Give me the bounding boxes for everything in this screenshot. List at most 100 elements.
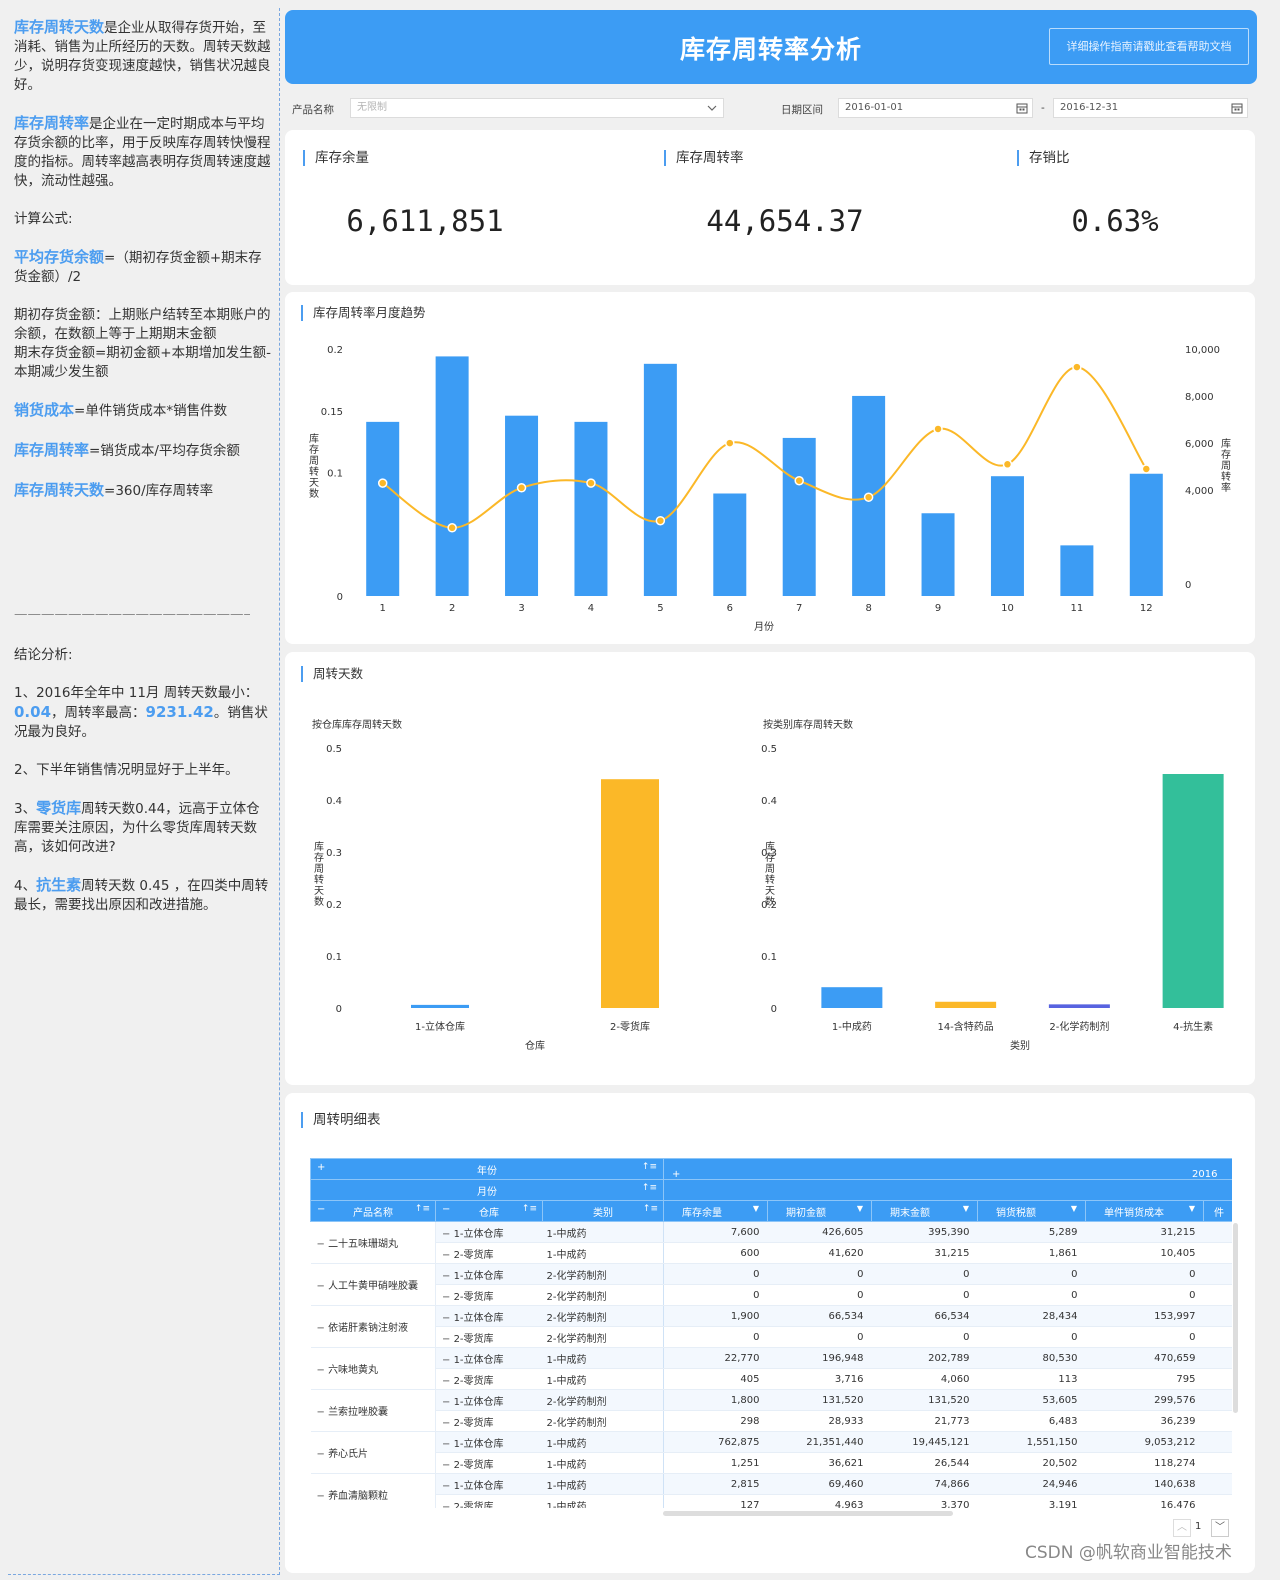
- turnover-rate-point[interactable]: [725, 438, 735, 448]
- expand-icon[interactable]: +: [672, 1169, 681, 1180]
- turnover-days-bar[interactable]: [1060, 545, 1094, 596]
- month-header[interactable]: 月份 ↑≡: [310, 1179, 664, 1201]
- turnover-days-bar[interactable]: [782, 437, 816, 596]
- wh-bar[interactable]: [411, 1004, 469, 1008]
- warehouse-cell[interactable]: − 2-零货库: [435, 1494, 543, 1508]
- turnover-rate-point[interactable]: [377, 478, 388, 488]
- collapse-icon[interactable]: −: [442, 1312, 454, 1324]
- product-name-cell[interactable]: − 六味地黄丸: [310, 1347, 436, 1390]
- sort-icon[interactable]: ↑≡: [642, 1203, 658, 1214]
- product-name-cell[interactable]: − 人工牛黄甲硝唑胶囊: [310, 1263, 436, 1306]
- column-header-tax[interactable]: 销货税额 ▼: [977, 1200, 1086, 1222]
- product-name-cell[interactable]: − 二十五味珊瑚丸: [310, 1221, 436, 1264]
- product-name-cell[interactable]: − 养心氏片: [310, 1431, 436, 1474]
- column-header-warehouse[interactable]: − 仓库 ↑≡: [435, 1200, 543, 1222]
- warehouse-cell[interactable]: − 1-立体仓库: [435, 1473, 543, 1495]
- column-header-product[interactable]: − 产品名称 ↑≡: [310, 1200, 436, 1222]
- vertical-scrollbar[interactable]: [1233, 1223, 1238, 1413]
- wh-bar[interactable]: [601, 779, 659, 1008]
- turnover-rate-point[interactable]: [1141, 464, 1152, 474]
- column-header-unit-cost[interactable]: 单件销货成本 ▼: [1085, 1200, 1204, 1222]
- collapse-icon[interactable]: −: [316, 1407, 329, 1418]
- warehouse-cell[interactable]: − 2-零货库: [435, 1284, 543, 1306]
- turnover-rate-point[interactable]: [586, 478, 596, 488]
- expand-icon[interactable]: +: [317, 1161, 326, 1173]
- warehouse-cell[interactable]: − 1-立体仓库: [435, 1347, 543, 1369]
- date-start-input[interactable]: 2016-01-01: [838, 98, 1033, 118]
- collapse-icon[interactable]: −: [316, 1323, 329, 1334]
- calendar-icon[interactable]: [1231, 102, 1243, 114]
- turnover-days-bar[interactable]: [990, 476, 1024, 596]
- dropdown-icon[interactable]: ▼: [962, 1203, 969, 1213]
- sort-icon[interactable]: ↑≡: [641, 1182, 657, 1193]
- sort-icon[interactable]: ↑≡: [414, 1203, 430, 1214]
- dropdown-icon[interactable]: ▼: [1188, 1203, 1195, 1213]
- dropdown-icon[interactable]: ▼: [1070, 1203, 1077, 1213]
- page-down-button[interactable]: ﹀: [1211, 1519, 1229, 1537]
- page-up-button[interactable]: ︿: [1173, 1519, 1191, 1537]
- horizontal-scrollbar[interactable]: [663, 1511, 953, 1516]
- product-name-cell[interactable]: − 依诺肝素钠注射液: [310, 1305, 436, 1348]
- collapse-icon[interactable]: −: [442, 1270, 454, 1282]
- turnover-days-bar[interactable]: [921, 513, 955, 596]
- collapse-icon[interactable]: −: [442, 1333, 454, 1345]
- collapse-icon[interactable]: −: [442, 1438, 454, 1450]
- turnover-days-bar[interactable]: [366, 421, 400, 596]
- turnover-rate-point[interactable]: [794, 475, 804, 486]
- sort-icon[interactable]: ↑≡: [521, 1203, 537, 1214]
- year-value-header[interactable]: + 2016: [662, 1158, 1232, 1180]
- column-header-stock[interactable]: 库存余量 ▼: [663, 1200, 768, 1222]
- warehouse-cell[interactable]: − 2-零货库: [435, 1326, 543, 1348]
- collapse-icon[interactable]: −: [442, 1417, 454, 1429]
- collapse-icon[interactable]: −: [316, 1449, 329, 1460]
- collapse-icon[interactable]: −: [442, 1396, 454, 1408]
- collapse-icon[interactable]: −: [316, 1281, 329, 1292]
- dropdown-icon[interactable]: ▼: [856, 1203, 863, 1213]
- turnover-rate-point[interactable]: [863, 492, 874, 502]
- cat-bar[interactable]: [821, 987, 883, 1008]
- year-header[interactable]: + 年份 ↑≡: [310, 1158, 664, 1180]
- date-end-input[interactable]: 2016-12-31: [1053, 98, 1248, 118]
- collapse-icon[interactable]: −: [442, 1291, 454, 1303]
- warehouse-cell[interactable]: − 2-零货库: [435, 1368, 543, 1390]
- collapse-icon[interactable]: −: [316, 1239, 329, 1250]
- turnover-rate-point[interactable]: [933, 424, 943, 434]
- warehouse-cell[interactable]: − 1-立体仓库: [435, 1263, 543, 1285]
- column-header-category[interactable]: 类别 ↑≡: [542, 1200, 664, 1222]
- turnover-days-bar[interactable]: [643, 363, 677, 596]
- product-name-cell[interactable]: − 养血清脑颗粒: [310, 1473, 436, 1508]
- warehouse-cell[interactable]: − 2-零货库: [435, 1452, 543, 1474]
- cat-bar[interactable]: [1048, 1004, 1110, 1008]
- turnover-rate-point[interactable]: [516, 483, 527, 493]
- warehouse-cell[interactable]: − 2-零货库: [435, 1242, 543, 1264]
- cat-bar[interactable]: [1162, 774, 1224, 1008]
- collapse-icon[interactable]: −: [442, 1375, 454, 1387]
- collapse-icon[interactable]: −: [442, 1249, 454, 1261]
- sort-icon[interactable]: ↑≡: [641, 1161, 657, 1172]
- collapse-icon[interactable]: −: [442, 1480, 454, 1492]
- warehouse-cell[interactable]: − 1-立体仓库: [435, 1221, 543, 1243]
- dropdown-icon[interactable]: ▼: [752, 1203, 759, 1213]
- warehouse-cell[interactable]: − 1-立体仓库: [435, 1431, 543, 1453]
- turnover-days-bar[interactable]: [435, 356, 469, 596]
- turnover-rate-point[interactable]: [655, 515, 666, 526]
- turnover-rate-point[interactable]: [1072, 362, 1082, 372]
- collapse-icon[interactable]: −: [442, 1459, 454, 1471]
- help-doc-button[interactable]: 详细操作指南请戳此查看帮助文档: [1049, 28, 1249, 65]
- warehouse-cell[interactable]: − 1-立体仓库: [435, 1389, 543, 1411]
- turnover-days-bar[interactable]: [574, 421, 608, 596]
- turnover-days-bar[interactable]: [505, 415, 539, 596]
- calendar-icon[interactable]: [1016, 102, 1028, 114]
- turnover-rate-point[interactable]: [447, 523, 457, 533]
- column-header-opening[interactable]: 期初金额 ▼: [767, 1200, 872, 1222]
- turnover-days-bar[interactable]: [1129, 473, 1163, 596]
- turnover-days-bar[interactable]: [713, 493, 747, 596]
- product-select[interactable]: 无限制: [350, 98, 724, 118]
- collapse-icon[interactable]: −: [316, 1365, 329, 1376]
- product-name-cell[interactable]: − 兰索拉唑胶囊: [310, 1389, 436, 1432]
- collapse-icon[interactable]: −: [316, 1491, 329, 1502]
- column-header-closing[interactable]: 期末金额 ▼: [871, 1200, 978, 1222]
- turnover-rate-point[interactable]: [1002, 459, 1013, 470]
- cat-bar[interactable]: [935, 1001, 997, 1008]
- collapse-icon[interactable]: −: [442, 1354, 454, 1366]
